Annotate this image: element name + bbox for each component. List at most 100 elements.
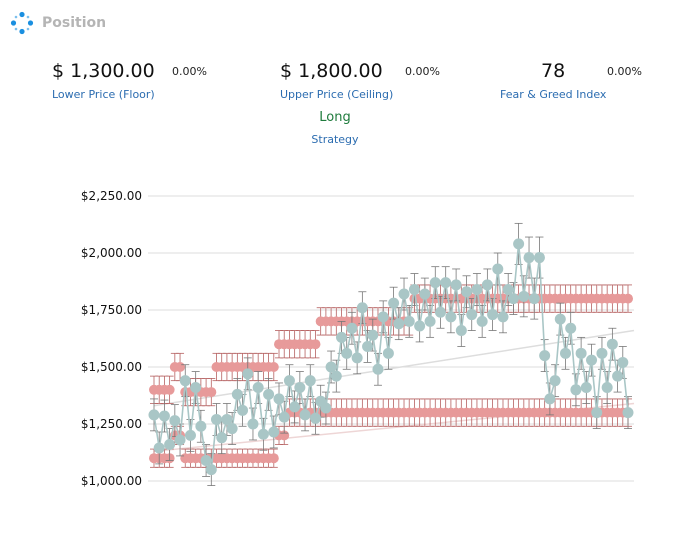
data-point xyxy=(544,393,556,405)
data-point xyxy=(341,347,353,359)
data-point xyxy=(586,354,598,366)
panel-title: Position xyxy=(42,15,107,31)
fear-greed-change: 0.00% xyxy=(607,65,642,78)
data-point xyxy=(257,428,269,440)
data-point xyxy=(252,382,264,394)
data-point xyxy=(481,279,493,291)
data-point xyxy=(398,288,410,300)
data-point xyxy=(268,426,280,438)
upper-price-stat: $ 1,800.00 0.00% Upper Price (Ceiling) xyxy=(280,60,440,101)
strategy-label[interactable]: Strategy xyxy=(311,133,359,146)
data-point xyxy=(206,387,217,398)
lower-price-change: 0.00% xyxy=(172,65,207,78)
data-point xyxy=(424,315,436,327)
data-point xyxy=(403,315,415,327)
data-point xyxy=(518,290,530,302)
data-point xyxy=(450,279,462,291)
data-point xyxy=(559,347,571,359)
y-tick-label: $1,250.00 xyxy=(81,417,142,431)
dots-circle-icon xyxy=(10,11,34,35)
data-point xyxy=(476,315,488,327)
data-point xyxy=(606,338,618,350)
strategy-value: Long xyxy=(319,110,351,125)
data-point xyxy=(575,347,587,359)
lower-price-label[interactable]: Lower Price (Floor) xyxy=(52,88,155,101)
lower-price-stat: $ 1,300.00 0.00% Lower Price (Floor) xyxy=(52,60,207,101)
data-point xyxy=(175,362,186,372)
data-point xyxy=(623,293,633,304)
data-point xyxy=(429,277,441,289)
data-point xyxy=(487,309,499,321)
upper-price-label[interactable]: Upper Price (Ceiling) xyxy=(280,88,394,101)
data-point xyxy=(299,409,311,421)
data-point xyxy=(153,442,165,454)
data-point xyxy=(289,401,301,413)
data-point xyxy=(268,453,279,464)
y-tick-label: $1,750.00 xyxy=(81,303,142,317)
lower-price-value: $ 1,300.00 xyxy=(52,60,155,82)
data-point xyxy=(247,418,259,430)
fear-greed-label[interactable]: Fear & Greed Index xyxy=(500,88,607,101)
data-point xyxy=(294,382,306,394)
fear-greed-value: 78 xyxy=(541,60,566,82)
data-point xyxy=(351,352,363,364)
y-tick-label: $1,000.00 xyxy=(81,474,142,488)
data-point xyxy=(221,413,233,425)
upper-price-change: 0.00% xyxy=(405,65,440,78)
data-point xyxy=(309,412,321,424)
data-point xyxy=(372,363,384,375)
data-point xyxy=(382,347,394,359)
data-point xyxy=(336,331,348,343)
data-point xyxy=(164,384,175,395)
data-point xyxy=(283,375,295,387)
data-point xyxy=(242,368,254,380)
data-point xyxy=(205,464,217,476)
data-point xyxy=(200,454,212,466)
data-point xyxy=(310,339,321,350)
data-point xyxy=(580,382,592,394)
data-point xyxy=(466,309,478,321)
data-point xyxy=(304,375,316,387)
data-point xyxy=(174,434,186,446)
data-point xyxy=(377,311,389,323)
panel-header: Position xyxy=(10,8,106,38)
data-point xyxy=(455,325,467,337)
data-point xyxy=(179,375,191,387)
upper-price-value: $ 1,800.00 xyxy=(280,60,383,82)
data-point xyxy=(184,429,196,441)
data-point xyxy=(268,362,279,372)
data-point xyxy=(367,329,379,341)
data-point xyxy=(231,388,243,400)
data-point xyxy=(320,402,332,414)
data-point xyxy=(346,322,358,334)
data-point xyxy=(612,370,624,382)
data-point xyxy=(388,297,400,309)
data-point xyxy=(408,283,420,295)
data-point xyxy=(565,322,577,334)
price-chart: $1,000.00 $1,250.00 $1,500.00 $1,750.00 $2,0… xyxy=(81,189,635,488)
data-point xyxy=(539,350,551,362)
data-point xyxy=(497,311,509,323)
price-line xyxy=(153,243,629,473)
data-point xyxy=(216,432,228,444)
data-point xyxy=(461,286,473,298)
data-point xyxy=(226,423,238,435)
data-point xyxy=(237,404,249,416)
data-point xyxy=(601,382,613,394)
y-tick-label: $2,250.00 xyxy=(81,189,142,203)
data-point xyxy=(617,356,629,368)
data-point xyxy=(445,311,457,323)
data-point xyxy=(393,318,405,330)
data-point xyxy=(273,393,285,405)
data-point xyxy=(190,382,202,394)
data-point xyxy=(263,388,275,400)
data-point xyxy=(528,293,540,305)
data-point xyxy=(362,340,374,352)
data-point xyxy=(325,361,337,373)
data-point xyxy=(570,384,582,396)
data-point xyxy=(502,283,514,295)
y-tick-label: $1,500.00 xyxy=(81,360,142,374)
data-point xyxy=(158,410,170,422)
data-point xyxy=(471,283,483,295)
data-point xyxy=(591,407,603,419)
